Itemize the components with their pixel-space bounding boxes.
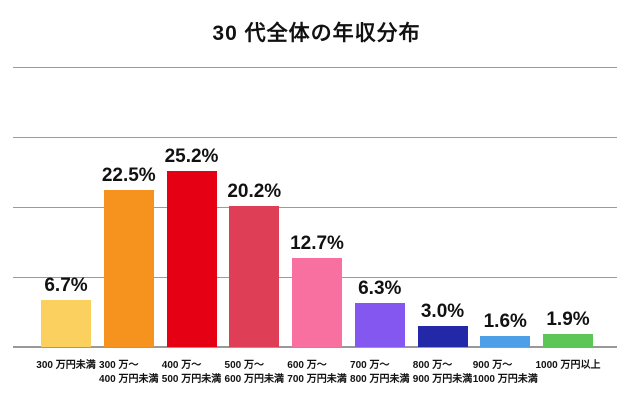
bar-category-label: 1000 万円以上	[535, 360, 601, 371]
bar	[166, 170, 217, 347]
bar	[103, 189, 154, 347]
bar-category-label: 800 万～ 900 万円未満	[412, 360, 473, 385]
bar-category-label: 700 万～ 800 万円未満	[350, 360, 410, 385]
bar-value-label: 1.9%	[546, 308, 590, 330]
bar-category-label: 500 万～ 600 万円未満	[224, 360, 284, 385]
bar-category-label: 300 万円未満	[36, 360, 96, 371]
gridline	[13, 207, 617, 208]
bar-category-label: 600 万～ 700 万円未満	[287, 360, 347, 385]
bar-value-label: 3.0%	[420, 301, 465, 322]
bar	[41, 300, 91, 347]
bar-value-label: 22.5%	[101, 164, 156, 186]
bar	[292, 258, 342, 347]
bar-value-label: 12.7%	[290, 233, 344, 255]
bar	[543, 333, 593, 347]
bar	[417, 326, 468, 347]
bar-value-label: 1.6%	[483, 310, 527, 332]
bar	[354, 302, 405, 347]
bar	[480, 335, 531, 347]
chart-title: 30 代全体の年収分布	[212, 22, 421, 45]
bar-value-label: 6.3%	[358, 277, 402, 299]
bar	[229, 205, 280, 347]
bar-value-label: 20.2%	[227, 180, 282, 202]
gridline	[13, 137, 617, 138]
bar-category-label: 300 万～ 400 万円未満	[99, 360, 159, 385]
bar-value-label: 6.7%	[44, 275, 88, 297]
bar-value-label: 25.2%	[164, 145, 219, 167]
gridline	[13, 67, 617, 68]
bar-category-label: 900 万～ 1000 万円未満	[472, 360, 538, 385]
x-axis-line	[13, 346, 617, 348]
bar-category-label: 400 万～ 500 万円未満	[161, 360, 222, 385]
